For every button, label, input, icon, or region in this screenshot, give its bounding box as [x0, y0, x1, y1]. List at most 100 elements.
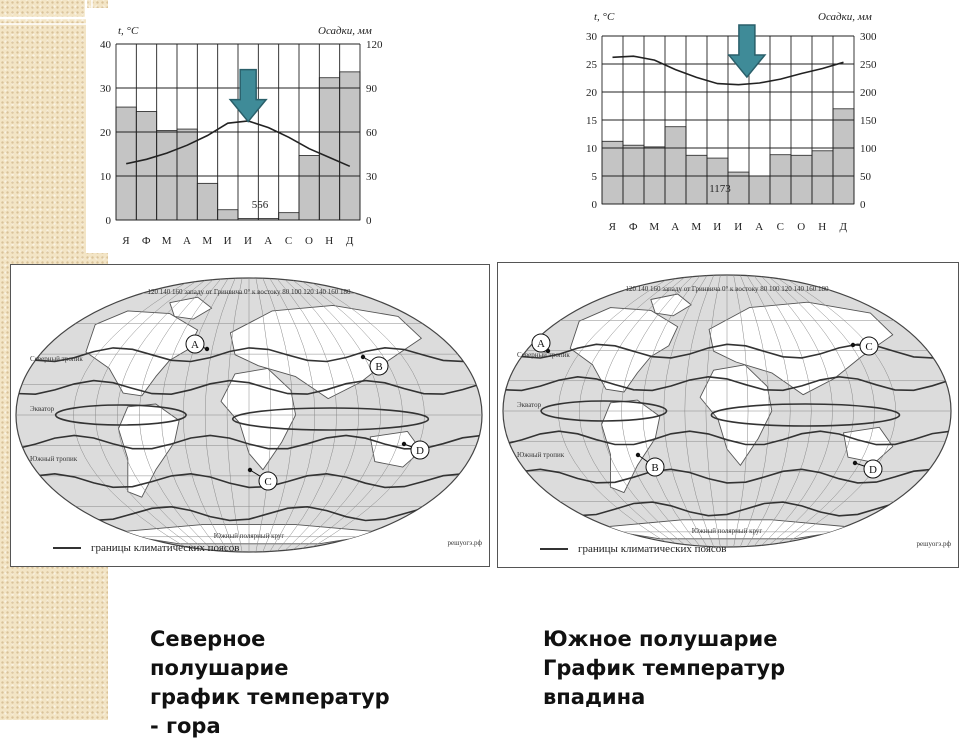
temperature-tick-label: 10: [100, 171, 112, 183]
climate-chart-right: t, °С Осадки, мм 0 5 10 15 20 25 30 0 50 100 150 20…: [580, 2, 900, 242]
meridian-line: [739, 275, 770, 547]
temperature-tick-label: 20: [100, 127, 112, 139]
precipitation-tick-label: 200: [860, 87, 877, 99]
watermark: решуогэ.рф: [448, 539, 483, 547]
caption-line: Южное полушарие: [543, 627, 778, 651]
point-marker: [258, 471, 278, 491]
meridian-line: [283, 278, 359, 552]
climate-belt-boundary: [16, 346, 482, 363]
map-latitude-label: Южный тропик: [30, 455, 78, 463]
continent-shape: [699, 364, 773, 466]
climate-belt-boundary: [231, 407, 430, 431]
meridian-line: [139, 278, 215, 552]
temperature-axis-label: t, °С: [594, 11, 615, 23]
map-latitude-label: Северный тропик: [517, 351, 570, 359]
climate-belt-boundary: [16, 472, 482, 489]
legend-text: границы климатических поясов: [578, 543, 726, 555]
precipitation-bar: [217, 209, 239, 221]
map-top-scale-text: 120 140 160 западу от Гринвича 0° к вост…: [626, 285, 829, 293]
month-label: С: [285, 235, 293, 247]
caption-line: впадина: [543, 685, 646, 709]
precipitation-tick-label: 0: [366, 215, 372, 227]
caption-line: - гора: [150, 714, 221, 738]
precipitation-bar: [196, 182, 219, 221]
meridian-line: [600, 275, 688, 547]
temperature-tick-label: 40: [100, 39, 112, 51]
precipitation-tick-label: 60: [366, 127, 378, 139]
point-label: A: [191, 339, 199, 351]
precipitation-bar: [790, 154, 813, 205]
precipitation-tick-label: 300: [860, 31, 877, 43]
chart-plot-area: [115, 43, 361, 221]
month-label: И: [734, 221, 742, 233]
down-arrow-icon: [727, 24, 767, 79]
meridian-line: [558, 275, 675, 547]
meridian-line: [779, 275, 896, 547]
meridian-line: [772, 275, 875, 547]
meridian-line: [746, 275, 791, 547]
point-marker: [863, 459, 883, 479]
point-dot: [247, 467, 253, 473]
chart-plot-area: [601, 35, 855, 205]
continent-shape: [601, 399, 661, 494]
continent-shape: [118, 403, 180, 498]
meridian-line: [733, 275, 749, 547]
precipitation-bar: [176, 128, 198, 221]
climate-belts-map-left: 120 140 160 западу от Гринвича 0° к вост…: [10, 264, 490, 567]
caption-line: график температур: [150, 685, 390, 709]
caption-line: Северное: [150, 627, 266, 651]
precipitation-bar: [727, 171, 750, 205]
watermark: решуогэ.рф: [917, 540, 952, 548]
map-latitude-label: Экватор: [30, 405, 55, 413]
month-label: Я: [609, 221, 617, 233]
meridian-line: [753, 275, 812, 547]
meridian-line: [226, 278, 243, 552]
temperature-tick-label: 5: [592, 171, 598, 183]
point-dot: [850, 342, 856, 348]
temperature-tick-label: 0: [592, 199, 598, 211]
climate-belt-boundary: [503, 375, 951, 392]
meridian-line: [642, 275, 701, 547]
temperature-tick-label: 30: [100, 83, 112, 95]
meridian-line: [621, 275, 695, 547]
precipitation-tick-label: 100: [860, 143, 877, 155]
precipitation-bar: [664, 126, 687, 205]
meridian-line: [766, 275, 854, 547]
precipitation-bar: [832, 108, 855, 205]
temperature-tick-label: 15: [586, 115, 598, 127]
temperature-tick-label: 20: [586, 87, 598, 99]
climate-belt-boundary: [16, 434, 482, 450]
precipitation-tick-label: 0: [860, 199, 866, 211]
precipitation-tick-label: 250: [860, 59, 877, 71]
meridian-line: [303, 278, 425, 552]
climate-belt-boundary: [503, 430, 951, 446]
map-latitude-label: Южный тропик: [517, 451, 565, 459]
point-dot: [401, 441, 407, 447]
meridian-line: [296, 278, 403, 552]
point-dot: [360, 354, 366, 360]
month-label: С: [777, 221, 785, 233]
month-label: А: [755, 221, 763, 233]
point-marker: [859, 336, 879, 356]
month-label: А: [671, 221, 679, 233]
temperature-line: [126, 120, 351, 168]
legend-text: границы климатических поясов: [91, 542, 239, 554]
temperature-tick-label: 10: [586, 143, 598, 155]
point-label: A: [537, 338, 545, 350]
month-label: Ф: [629, 221, 638, 233]
meridian-line: [255, 278, 272, 552]
month-label: М: [691, 221, 701, 233]
annual-precipitation-label: 556: [252, 199, 269, 211]
month-label: Д: [839, 221, 847, 233]
meridian-line: [95, 278, 202, 552]
temperature-axis-label: t, °С: [118, 25, 139, 37]
point-marker: [185, 334, 205, 354]
meridian-line: [73, 278, 195, 552]
precipitation-bar: [318, 77, 341, 221]
precipitation-bar: [769, 154, 792, 205]
month-label: Ф: [142, 235, 151, 247]
climate-belt-boundary: [16, 379, 482, 396]
continent-shape: [220, 367, 297, 471]
caption-line: полушарие: [150, 656, 289, 680]
month-label: Д: [346, 235, 354, 247]
